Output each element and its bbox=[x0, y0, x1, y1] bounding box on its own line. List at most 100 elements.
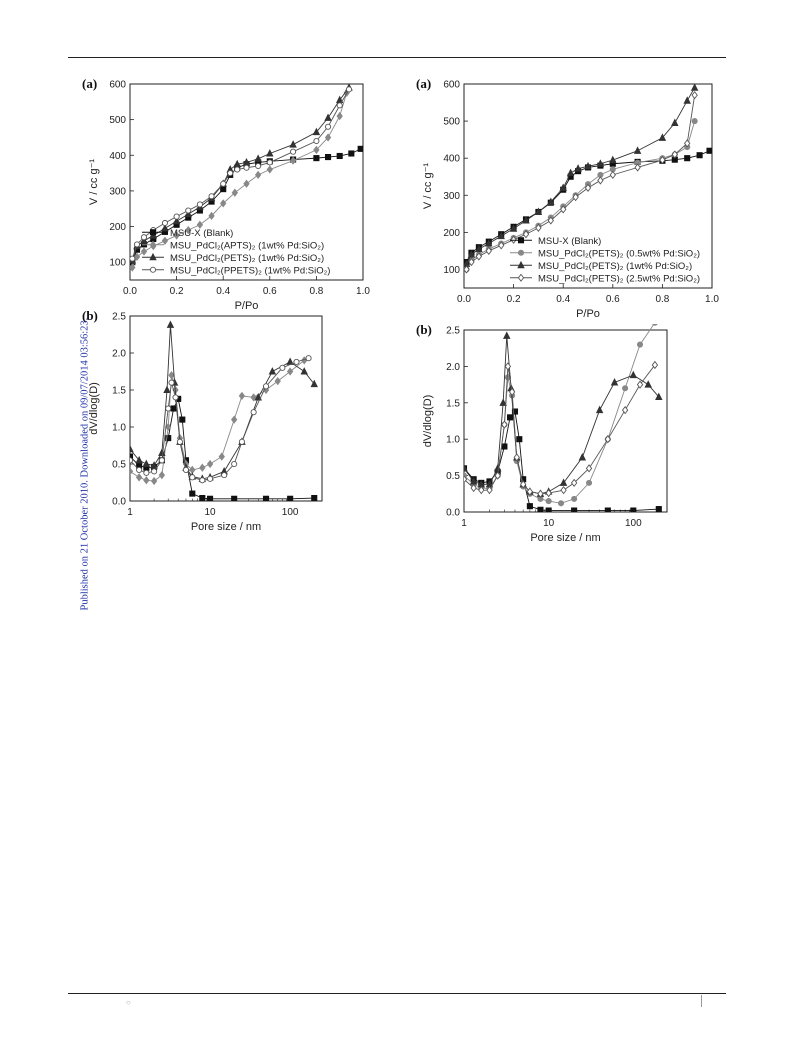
data-point bbox=[130, 444, 134, 453]
legend-entry: MSU-X (Blank) bbox=[538, 236, 601, 247]
data-point bbox=[170, 405, 177, 412]
data-point bbox=[572, 192, 579, 202]
data-point bbox=[547, 197, 555, 205]
data-point bbox=[486, 486, 493, 495]
data-point bbox=[475, 252, 483, 261]
x-tick-label: 0.2 bbox=[507, 294, 521, 305]
y-tick-label: 1.5 bbox=[446, 398, 460, 409]
data-point bbox=[566, 168, 575, 177]
series-group bbox=[130, 320, 318, 501]
series-line bbox=[464, 324, 655, 504]
panel-label: (a) bbox=[416, 76, 431, 91]
data-point bbox=[636, 380, 644, 389]
data-point bbox=[185, 225, 192, 235]
data-point bbox=[140, 236, 148, 244]
data-point bbox=[596, 159, 605, 167]
data-point bbox=[609, 170, 616, 180]
data-point bbox=[313, 155, 320, 162]
data-point bbox=[336, 102, 343, 109]
footer-tick bbox=[701, 995, 702, 1007]
data-point bbox=[266, 165, 273, 174]
data-point bbox=[509, 224, 518, 232]
x-tick-label: 0.8 bbox=[309, 286, 323, 297]
data-point bbox=[293, 358, 300, 365]
data-point bbox=[571, 495, 578, 502]
data-point bbox=[336, 152, 343, 160]
data-point bbox=[268, 367, 277, 375]
data-point bbox=[140, 247, 148, 256]
data-point bbox=[644, 380, 652, 388]
data-point bbox=[584, 161, 592, 170]
data-point bbox=[571, 507, 578, 512]
chart-right-a: (a) 100 200 300 400 500 600 0.0 0.2 0.4 0.6 0.8 1.0 P… bbox=[416, 74, 721, 333]
data-point bbox=[231, 495, 238, 501]
data-point bbox=[610, 378, 619, 386]
x-tick-label: 0.8 bbox=[655, 294, 669, 305]
data-point bbox=[522, 216, 530, 224]
data-point bbox=[313, 137, 320, 145]
data-point bbox=[130, 457, 134, 464]
data-point bbox=[493, 463, 502, 472]
plot-frame bbox=[129, 83, 364, 281]
data-point bbox=[196, 220, 204, 229]
data-point bbox=[279, 364, 286, 371]
data-point bbox=[633, 146, 642, 154]
data-point bbox=[706, 147, 712, 154]
data-point bbox=[220, 199, 227, 208]
data-point bbox=[578, 452, 587, 461]
legend-entry: MSU_PdCl₂(PETS)₂ (0.5wt% Pd:SiO₂) bbox=[538, 248, 700, 259]
data-point bbox=[574, 164, 582, 172]
data-point bbox=[173, 231, 180, 240]
series-line bbox=[130, 397, 315, 500]
x-tick-label: 1 bbox=[127, 507, 133, 518]
data-point bbox=[595, 405, 604, 414]
data-point bbox=[166, 320, 175, 328]
data-point bbox=[537, 506, 544, 512]
y-tick-label: 1.0 bbox=[112, 423, 126, 434]
data-point bbox=[135, 455, 143, 464]
chart-left-a: (a) 100 200 300 400 500 600 0.0 0.2 0.4 0.6 0.8 1.0 P… bbox=[82, 74, 372, 325]
legend-marker bbox=[517, 273, 525, 282]
y-tick-label: 0.0 bbox=[446, 508, 460, 519]
data-point bbox=[636, 341, 644, 348]
x-tick-label: 0.4 bbox=[216, 286, 230, 297]
data-point bbox=[172, 216, 181, 225]
plot-frame bbox=[129, 315, 323, 502]
data-point bbox=[510, 235, 517, 244]
legend-entry: MSU_PdCl₂(APTS)₂ (1wt% Pd:SiO₂) bbox=[170, 240, 324, 251]
data-point bbox=[584, 183, 592, 192]
panel-label: (b) bbox=[82, 308, 98, 323]
y-axis-label: dV/dlog(D) bbox=[422, 395, 434, 448]
data-point bbox=[161, 219, 168, 227]
legend-entry: MSU_PdCl₂(PETS)₂ (1wt% Pd:SiO₂) bbox=[538, 261, 692, 272]
chart-left-b-svg: (b) 0.0 0.5 1.0 1.5 2.0 2.5 1 10 100 Pore size / n… bbox=[82, 308, 323, 533]
data-point bbox=[250, 393, 257, 402]
data-point bbox=[671, 118, 679, 126]
y-tick-label: 500 bbox=[443, 117, 460, 128]
x-tick-label: 0.2 bbox=[170, 286, 184, 297]
y-tick-label: 1.0 bbox=[446, 435, 460, 446]
data-point bbox=[499, 398, 507, 406]
y-axis-label: V / cc g⁻¹ bbox=[88, 159, 100, 205]
data-point bbox=[470, 483, 477, 493]
x-tick-label: 0.4 bbox=[556, 294, 570, 305]
data-point bbox=[130, 263, 136, 272]
data-point bbox=[520, 480, 527, 489]
data-point bbox=[207, 475, 214, 482]
data-point bbox=[348, 150, 355, 157]
data-point bbox=[634, 163, 641, 172]
data-point bbox=[609, 155, 617, 164]
panel-label: (a) bbox=[82, 76, 97, 91]
data-point bbox=[559, 478, 568, 486]
data-point bbox=[234, 166, 241, 173]
data-point bbox=[220, 186, 227, 193]
data-point bbox=[182, 466, 190, 473]
footer-ring-icon: ○ bbox=[126, 998, 131, 1007]
data-point bbox=[501, 420, 508, 429]
data-point bbox=[150, 461, 158, 469]
series-line bbox=[464, 335, 660, 495]
y-axis-label: V / cc g⁻¹ bbox=[422, 163, 434, 209]
data-point bbox=[189, 490, 196, 497]
data-point bbox=[199, 477, 206, 484]
data-point bbox=[336, 111, 343, 121]
